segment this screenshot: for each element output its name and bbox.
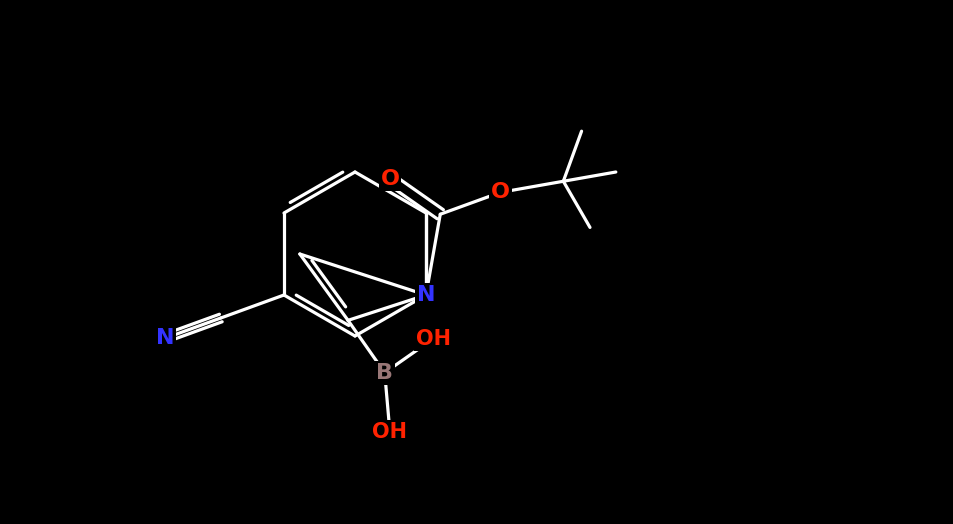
Text: B: B	[375, 363, 393, 383]
Text: OH: OH	[416, 329, 450, 349]
Text: OH: OH	[372, 421, 407, 442]
Text: O: O	[380, 169, 399, 189]
Text: N: N	[416, 285, 435, 305]
Text: N: N	[156, 328, 174, 348]
Text: O: O	[491, 182, 509, 202]
